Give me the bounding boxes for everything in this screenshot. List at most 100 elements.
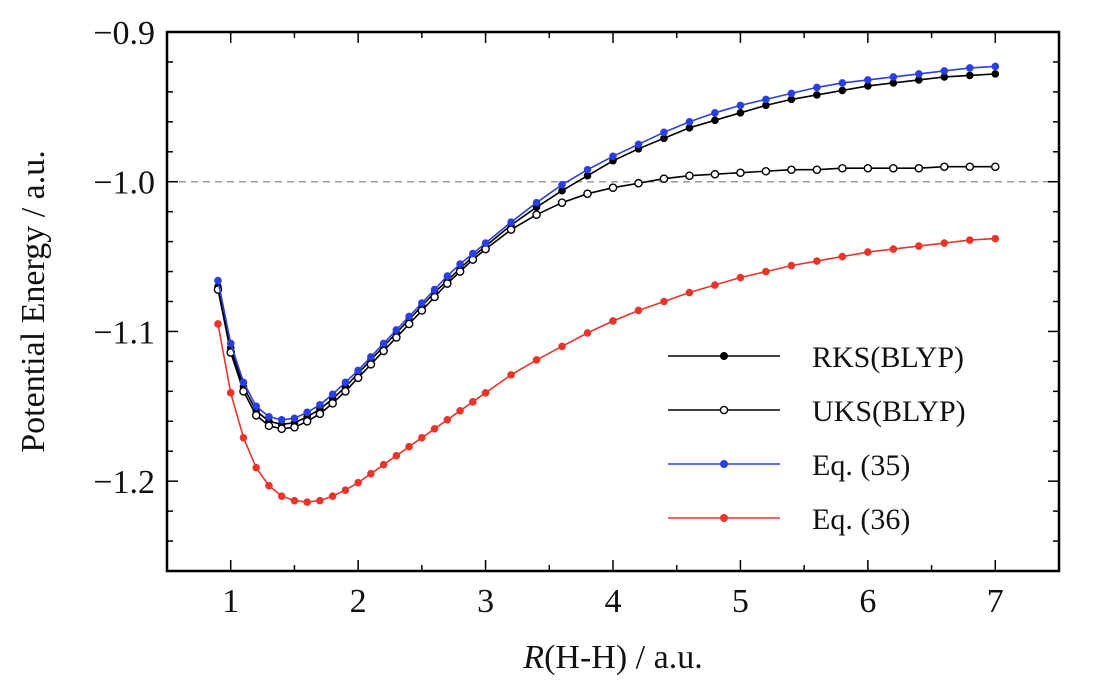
data-point (302, 416, 312, 426)
y-axis-label: Potential Energy / a.u. (15, 150, 52, 452)
data-point (379, 346, 388, 356)
data-point (430, 424, 439, 433)
data-point (736, 101, 745, 110)
data-point (366, 360, 376, 369)
data-point (940, 239, 949, 247)
data-point (864, 76, 872, 84)
data-point (532, 356, 541, 364)
data-point (660, 128, 668, 137)
axis-ticks (166, 31, 1060, 572)
x-tick-label: 2 (350, 583, 367, 620)
data-point (838, 163, 847, 173)
data-point (660, 297, 668, 306)
data-point (392, 326, 401, 334)
data-point (762, 267, 770, 276)
data-point (991, 62, 1000, 71)
data-point (354, 366, 362, 375)
data-point (277, 424, 286, 434)
series-rks-blyp (214, 70, 1000, 429)
x-tick-label: 1 (222, 583, 239, 620)
data-point (353, 373, 363, 383)
data-point (341, 378, 350, 387)
data-point (557, 198, 567, 207)
data-point (634, 140, 643, 149)
legend-swatch-marker (719, 405, 729, 415)
data-point (813, 257, 821, 265)
data-point (430, 285, 439, 294)
data-point (915, 242, 923, 250)
data-point (290, 496, 299, 505)
legend-label: RKS(BLYP) (812, 341, 964, 374)
data-point (507, 371, 515, 379)
data-point (354, 478, 362, 487)
legend-item: Eq. (35) (668, 449, 910, 482)
data-point (736, 168, 745, 178)
tick-labels: 1 2 3 4 5 6 7 −0.9 −1.0 −1.1 −1.2 (93, 15, 1003, 620)
data-point (965, 71, 974, 80)
legend-item: Eq. (36) (668, 503, 910, 536)
data-point (405, 442, 413, 451)
data-point (367, 469, 375, 478)
data-point (813, 83, 821, 92)
data-point (226, 339, 235, 348)
data-point (736, 273, 745, 282)
legend-label: Eq. (35) (812, 449, 910, 482)
legend-swatch-marker (720, 351, 729, 360)
data-point (787, 89, 796, 98)
data-point (583, 189, 592, 198)
data-point (889, 245, 898, 253)
data-point (583, 329, 592, 337)
data-point (239, 433, 248, 442)
data-point (889, 73, 898, 81)
series-eq-36 (214, 234, 1000, 506)
data-point (787, 165, 796, 175)
data-point (787, 261, 796, 270)
legend-swatch-marker (720, 459, 729, 468)
legend-swatch-marker (720, 514, 729, 523)
data-point (812, 165, 822, 175)
x-tick-label: 5 (732, 583, 749, 620)
data-point (290, 422, 299, 432)
data-point (583, 165, 592, 174)
data-point (290, 414, 299, 423)
data-point (328, 390, 337, 399)
data-point (940, 67, 949, 75)
data-point (507, 218, 515, 226)
data-point (455, 267, 465, 276)
data-point (481, 389, 490, 397)
data-point (418, 433, 426, 442)
data-point (265, 412, 273, 421)
y-tick-label: −0.9 (93, 15, 155, 52)
data-point (965, 64, 974, 72)
data-point (316, 401, 324, 409)
data-point (634, 178, 643, 188)
data-point (265, 481, 273, 490)
data-point (634, 306, 643, 315)
y-tick-label: −1.1 (93, 314, 155, 351)
data-point (940, 162, 949, 172)
data-point (762, 95, 770, 104)
data-point (889, 163, 898, 173)
data-point (532, 210, 541, 219)
series-layer (213, 62, 1000, 506)
data-point (761, 166, 771, 176)
data-point (405, 312, 413, 321)
data-point (965, 162, 975, 172)
data-point (226, 389, 235, 397)
data-point (404, 319, 414, 329)
data-point (965, 236, 974, 244)
data-point (991, 70, 1000, 78)
data-point (430, 292, 439, 302)
data-point (838, 252, 847, 261)
data-point (685, 118, 694, 126)
data-point (711, 281, 719, 289)
data-point (990, 162, 1000, 172)
data-point (456, 260, 464, 268)
data-point (252, 463, 261, 472)
data-point (443, 415, 452, 424)
data-point (367, 353, 375, 361)
data-point (264, 421, 274, 431)
data-point (316, 496, 324, 505)
data-point (443, 279, 452, 288)
data-point (392, 333, 401, 342)
